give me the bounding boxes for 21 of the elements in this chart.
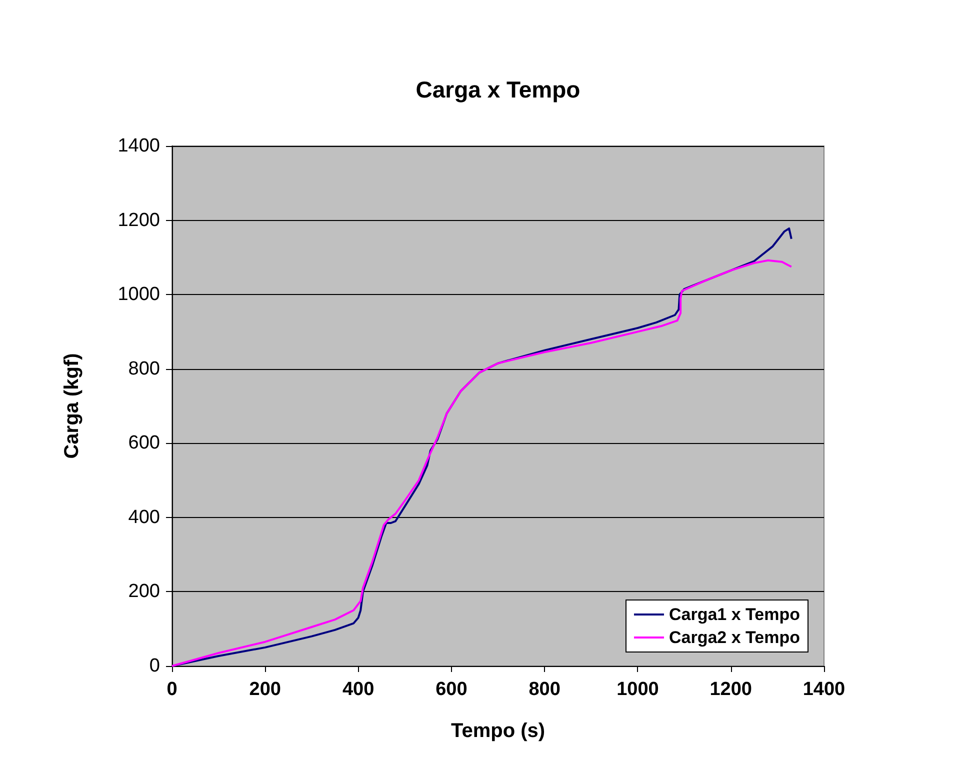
x-tick-label: 0 xyxy=(166,679,178,700)
x-tick-label: 200 xyxy=(249,679,281,700)
y-tick-label: 200 xyxy=(128,581,160,602)
x-tick-label: 600 xyxy=(436,679,468,700)
x-tick-label: 1400 xyxy=(802,679,846,700)
chart-title: Carga x Tempo xyxy=(416,76,580,102)
y-tick-label: 0 xyxy=(149,656,160,676)
y-tick-label: 1400 xyxy=(118,136,160,156)
x-tick-label: 1000 xyxy=(616,679,659,700)
y-tick-label: 600 xyxy=(128,432,160,454)
x-tick-label: 800 xyxy=(528,679,560,700)
x-tick-label: 400 xyxy=(342,679,374,700)
legend-label: Carga2 x Tempo xyxy=(668,628,800,647)
legend-label: Carga1 x Tempo xyxy=(668,605,800,624)
y-tick-label: 400 xyxy=(128,506,160,528)
y-axis-title: Carga (kgf) xyxy=(61,353,83,459)
y-tick-label: 1200 xyxy=(118,210,160,231)
x-axis-title: Tempo (s) xyxy=(450,720,546,742)
y-tick-label: 1000 xyxy=(118,284,160,306)
y-tick-label: 800 xyxy=(128,358,160,380)
x-tick-label: 1200 xyxy=(710,679,752,700)
